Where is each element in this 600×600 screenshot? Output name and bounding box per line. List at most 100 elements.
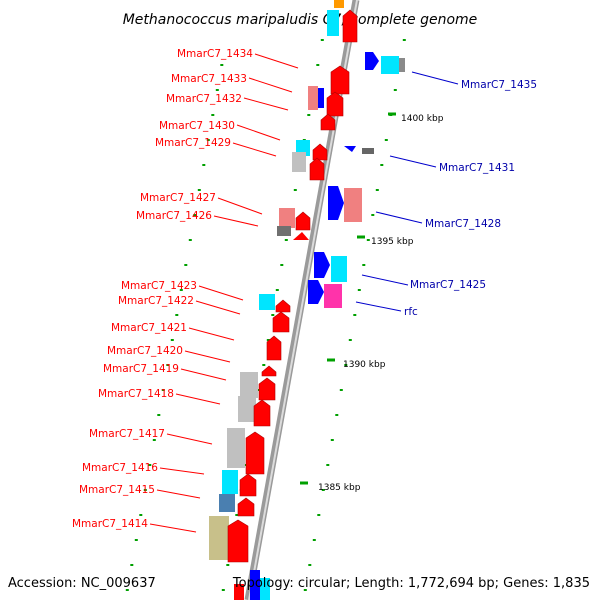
gene-label[interactable]: MmarC7_1416 xyxy=(82,462,158,474)
gene-arrow xyxy=(258,377,276,401)
gene-box xyxy=(259,294,275,310)
gene-box xyxy=(219,494,235,512)
gene-label[interactable]: MmarC7_1432 xyxy=(166,93,242,105)
gene-label[interactable]: MmarC7_1433 xyxy=(171,73,247,85)
leader-line xyxy=(361,274,409,286)
gene-arrow xyxy=(293,232,309,240)
leader-line xyxy=(375,211,423,224)
gene-label[interactable]: MmarC7_1421 xyxy=(111,322,187,334)
leader-line xyxy=(355,301,402,312)
gene-arrow xyxy=(365,52,379,70)
leader-line xyxy=(254,53,299,69)
gene-label[interactable]: MmarC7_1431 xyxy=(439,162,515,174)
gene-label[interactable]: MmarC7_1427 xyxy=(140,192,216,204)
leader-line xyxy=(232,142,277,157)
leader-line xyxy=(184,350,231,363)
gene-label[interactable]: MmarC7_1428 xyxy=(425,218,501,230)
topology-text: Topology: circular; Length: 1,772,694 bp… xyxy=(232,576,590,591)
gene-box xyxy=(260,578,270,600)
gene-arrow xyxy=(314,252,330,278)
gene-arrow xyxy=(295,211,311,231)
gene-label[interactable]: MmarC7_1422 xyxy=(118,295,194,307)
gene-features xyxy=(209,0,405,600)
gene-label[interactable]: MmarC7_1426 xyxy=(136,210,212,222)
gene-box xyxy=(240,372,258,398)
leader-line xyxy=(159,467,205,475)
leader-line xyxy=(149,523,197,533)
gene-box xyxy=(209,516,229,560)
gene-box xyxy=(308,86,318,110)
leader-line xyxy=(175,393,221,405)
gene-arrow xyxy=(342,9,358,43)
label-leaders xyxy=(149,53,459,533)
leader-line xyxy=(213,215,259,227)
gene-label[interactable]: MmarC7_1425 xyxy=(410,279,486,291)
gene-arrow xyxy=(237,497,255,517)
gene-box xyxy=(279,208,295,228)
gene-box xyxy=(331,256,347,282)
gene-arrow xyxy=(308,280,324,304)
gene-arrow xyxy=(266,335,282,361)
gene-arrow xyxy=(275,299,291,313)
gene-box xyxy=(327,10,339,36)
leader-line xyxy=(156,489,201,499)
scale-label: 1390 kbp xyxy=(343,360,386,370)
gene-box xyxy=(222,470,238,494)
gene-box xyxy=(334,0,344,8)
gene-box xyxy=(250,570,260,600)
left-gene-labels: MmarC7_1434 MmarC7_1433 MmarC7_1432 Mmar… xyxy=(72,48,253,530)
scale-label: 1385 kbp xyxy=(318,483,361,493)
scale-label: 1400 kbp xyxy=(401,114,444,124)
leader-line xyxy=(217,197,263,215)
gene-box xyxy=(238,396,256,422)
gene-label[interactable]: MmarC7_1417 xyxy=(89,428,165,440)
gene-label[interactable]: rfc xyxy=(404,306,418,318)
gene-arrow xyxy=(272,311,290,333)
gene-box xyxy=(318,88,324,108)
scale-label: 1395 kbp xyxy=(371,237,414,247)
gene-label[interactable]: MmarC7_1434 xyxy=(177,48,253,60)
gene-box xyxy=(399,58,405,72)
gene-arrow xyxy=(227,519,249,563)
leader-line xyxy=(198,285,244,301)
leader-line xyxy=(248,77,293,93)
gene-arrow xyxy=(330,65,350,95)
gene-box xyxy=(277,226,291,236)
leader-line xyxy=(188,327,235,341)
gene-label[interactable]: MmarC7_1423 xyxy=(121,280,197,292)
gene-box xyxy=(292,152,306,172)
gene-arrow xyxy=(261,365,277,377)
gene-arrow xyxy=(239,473,257,497)
gene-label[interactable]: MmarC7_1429 xyxy=(155,137,231,149)
gene-arrow xyxy=(309,157,325,181)
leader-line xyxy=(180,368,227,381)
gene-arrow xyxy=(312,143,328,161)
gene-arrow xyxy=(344,146,356,152)
gene-label[interactable]: MmarC7_1415 xyxy=(79,484,155,496)
gene-arrow xyxy=(326,91,344,117)
gene-arrow xyxy=(320,113,336,131)
gene-arrow xyxy=(253,399,271,427)
scale-labels: 1400 kbp 1395 kbp 1390 kbp 1385 kbp xyxy=(318,114,444,493)
gene-arrow xyxy=(328,186,344,220)
gene-box xyxy=(344,188,362,222)
gene-label[interactable]: MmarC7_1418 xyxy=(98,388,174,400)
right-gene-labels: MmarC7_1435 MmarC7_1431 MmarC7_1428 Mmar… xyxy=(404,79,537,318)
gene-label[interactable]: MmarC7_1420 xyxy=(107,345,183,357)
gene-label[interactable]: MmarC7_1430 xyxy=(159,120,235,132)
gene-box xyxy=(362,148,374,154)
leader-line xyxy=(195,300,241,315)
leader-line xyxy=(411,71,459,85)
leader-line xyxy=(389,155,437,168)
gene-label[interactable]: MmarC7_1414 xyxy=(72,518,148,530)
leader-line xyxy=(243,97,289,111)
gene-label[interactable]: MmarC7_1419 xyxy=(103,363,179,375)
accession-text: Accession: NC_009637 xyxy=(8,576,156,591)
gene-label[interactable]: MmarC7_1435 xyxy=(461,79,537,91)
gene-arrow xyxy=(245,431,265,475)
leader-line xyxy=(236,124,281,141)
map-title: Methanococcus maripaludis C7, complete g… xyxy=(123,12,478,28)
gene-box xyxy=(227,428,245,468)
gene-box xyxy=(234,584,244,600)
